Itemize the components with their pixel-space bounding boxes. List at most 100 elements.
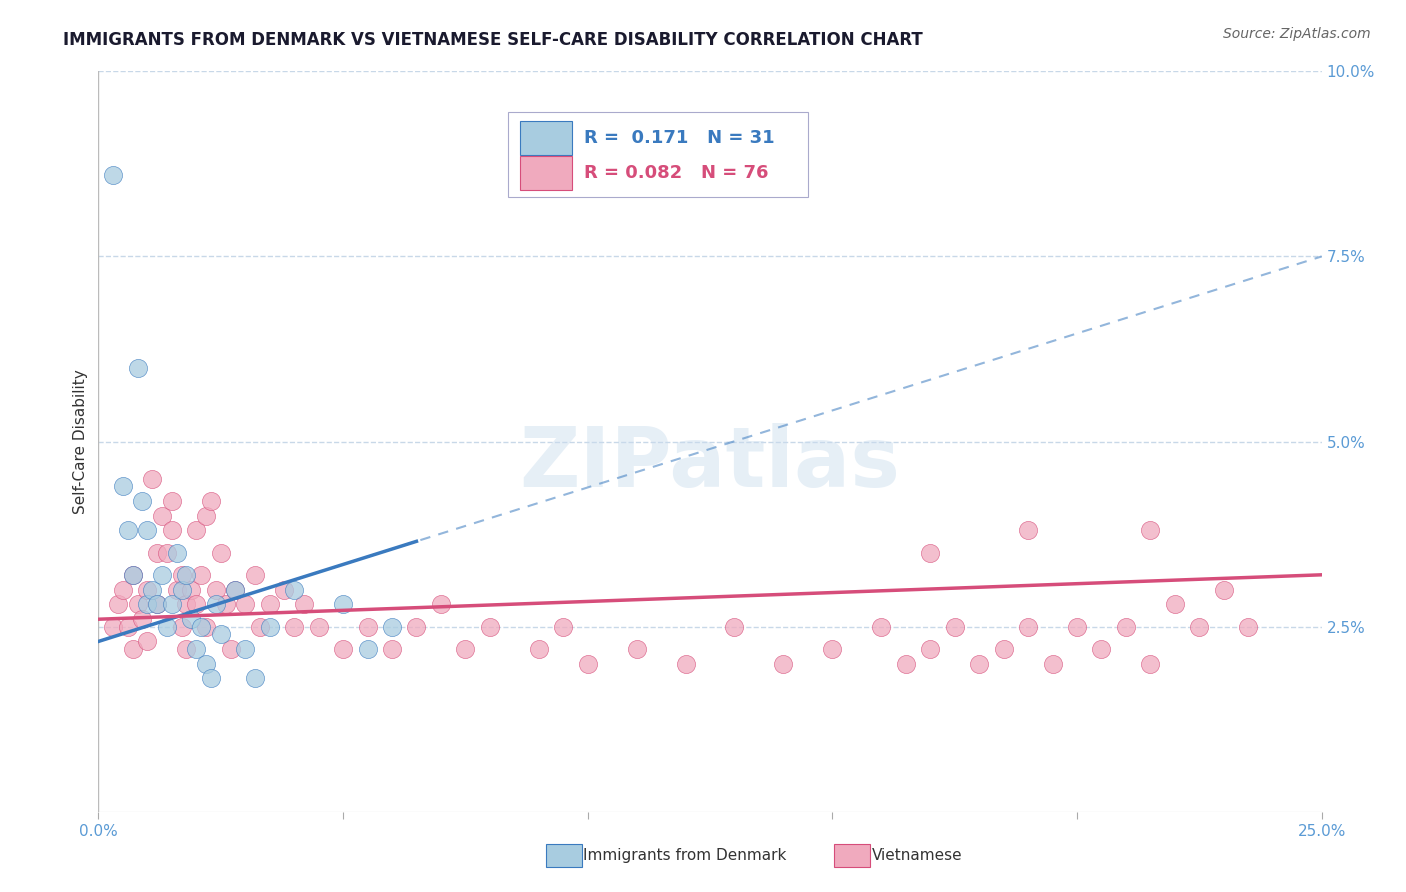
Text: ZIPatlas: ZIPatlas (520, 423, 900, 504)
Point (209, 627, 232, 641)
Point (170, 567, 193, 582)
Point (1164, 598, 1187, 612)
Point (920, 545, 942, 560)
Point (894, 657, 917, 671)
Point (101, 168, 124, 182)
Point (576, 657, 599, 671)
Point (160, 524, 183, 538)
Point (224, 582, 246, 597)
Text: Vietnamese: Vietnamese (872, 848, 962, 863)
Point (121, 641, 143, 656)
Point (107, 598, 129, 612)
Point (1212, 582, 1234, 597)
Point (131, 493, 153, 508)
Point (180, 582, 202, 597)
Point (1188, 619, 1211, 633)
Point (209, 545, 232, 560)
Point (259, 619, 281, 633)
Point (195, 508, 218, 523)
Point (205, 582, 228, 597)
Point (1042, 657, 1064, 671)
Point (356, 619, 378, 633)
Text: R =  0.171   N = 31: R = 0.171 N = 31 (583, 129, 775, 147)
Point (527, 641, 550, 656)
Point (478, 619, 501, 633)
FancyBboxPatch shape (520, 121, 572, 155)
Point (243, 567, 266, 582)
Point (454, 641, 477, 656)
Point (1115, 619, 1137, 633)
Point (127, 360, 149, 375)
Point (176, 567, 198, 582)
Text: IMMIGRANTS FROM DENMARK VS VIETNAMESE SELF-CARE DISABILITY CORRELATION CHART: IMMIGRANTS FROM DENMARK VS VIETNAMESE SE… (63, 31, 922, 49)
Point (273, 582, 295, 597)
Point (821, 641, 844, 656)
Point (943, 619, 966, 633)
Point (160, 598, 183, 612)
Point (626, 641, 648, 656)
Point (195, 619, 218, 633)
Point (190, 619, 212, 633)
Point (283, 582, 305, 597)
Point (1139, 657, 1161, 671)
Point (146, 598, 169, 612)
Point (111, 582, 134, 597)
Point (156, 619, 179, 633)
Point (233, 641, 256, 656)
Point (332, 598, 354, 612)
Point (141, 582, 163, 597)
Point (166, 582, 188, 597)
Point (200, 672, 222, 686)
Point (200, 493, 222, 508)
Point (553, 619, 575, 633)
Point (136, 634, 159, 648)
Point (332, 641, 354, 656)
Point (243, 672, 266, 686)
Point (405, 619, 427, 633)
Point (205, 598, 228, 612)
Point (127, 598, 149, 612)
Point (186, 598, 208, 612)
Point (166, 545, 188, 560)
Point (993, 641, 1015, 656)
Point (675, 657, 697, 671)
Point (214, 598, 236, 612)
Point (967, 657, 990, 671)
Point (101, 619, 124, 633)
Point (1066, 619, 1088, 633)
Point (381, 619, 404, 633)
Point (176, 641, 198, 656)
FancyBboxPatch shape (520, 156, 572, 190)
Point (131, 612, 153, 626)
Point (224, 582, 246, 597)
Point (156, 545, 179, 560)
Y-axis label: Self-Care Disability: Self-Care Disability (73, 369, 89, 514)
Point (117, 619, 139, 633)
Point (381, 641, 404, 656)
Point (920, 641, 942, 656)
Point (259, 598, 281, 612)
Point (186, 641, 208, 656)
Point (772, 657, 794, 671)
Point (356, 641, 378, 656)
Point (111, 479, 134, 493)
Point (121, 567, 143, 582)
Point (283, 619, 305, 633)
Point (170, 582, 193, 597)
Point (136, 582, 159, 597)
Point (1017, 524, 1039, 538)
Point (136, 598, 159, 612)
Point (249, 619, 271, 633)
Text: Immigrants from Denmark: Immigrants from Denmark (583, 848, 787, 863)
Point (186, 524, 208, 538)
Point (117, 524, 139, 538)
Point (1017, 619, 1039, 633)
Point (141, 472, 163, 486)
Point (150, 567, 173, 582)
Point (233, 598, 256, 612)
Point (146, 598, 169, 612)
Point (308, 619, 330, 633)
Point (160, 493, 183, 508)
Point (1090, 641, 1112, 656)
Point (1237, 619, 1260, 633)
